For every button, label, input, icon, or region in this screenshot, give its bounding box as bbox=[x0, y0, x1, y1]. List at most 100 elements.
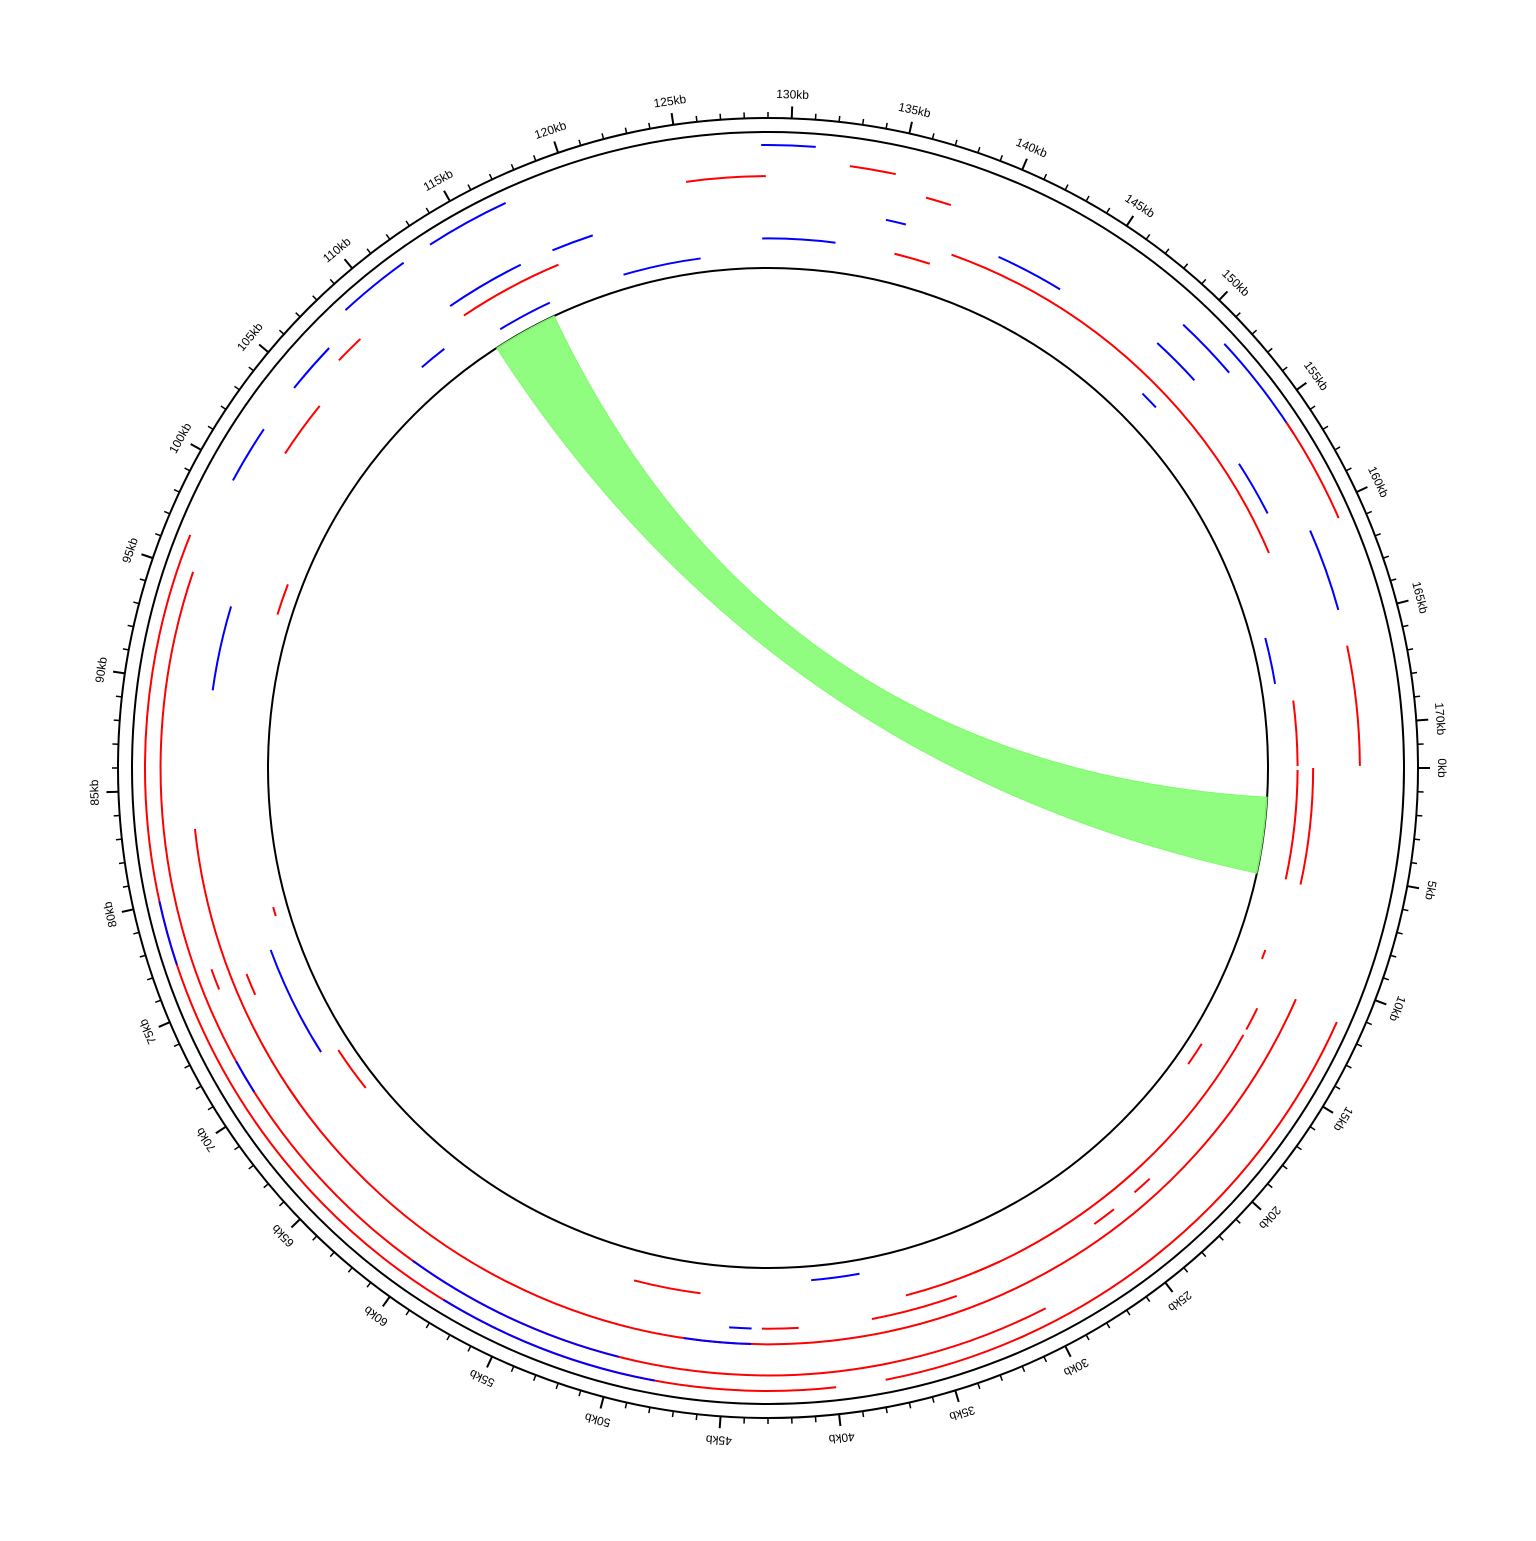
tick-label: 95kb bbox=[119, 536, 141, 565]
feature-arc bbox=[159, 901, 177, 965]
tick-label: 40kb bbox=[828, 1430, 856, 1447]
feature-arc bbox=[236, 1061, 254, 1092]
minor-tick bbox=[1346, 468, 1351, 471]
minor-tick bbox=[1044, 1357, 1047, 1362]
feature-arc bbox=[1262, 950, 1265, 959]
minor-tick bbox=[1268, 348, 1273, 352]
minor-tick bbox=[426, 208, 429, 213]
axis-circle bbox=[132, 132, 1404, 1404]
major-tick bbox=[1252, 1202, 1261, 1210]
major-tick bbox=[1323, 1107, 1333, 1113]
minor-tick bbox=[1065, 185, 1068, 190]
minor-tick bbox=[1086, 1335, 1089, 1340]
minor-tick bbox=[1323, 426, 1328, 429]
tick-label: 100kb bbox=[166, 420, 194, 456]
minor-tick bbox=[1414, 839, 1420, 840]
tick-label: 165kb bbox=[1409, 580, 1431, 615]
minor-tick bbox=[602, 133, 604, 139]
minor-tick bbox=[1375, 534, 1381, 536]
tick-label: 30kb bbox=[1061, 1355, 1091, 1379]
tick-label: 115kb bbox=[421, 166, 456, 194]
tick-label: 5kb bbox=[1422, 880, 1439, 902]
feature-arc bbox=[161, 572, 1046, 1376]
major-tick bbox=[383, 1297, 390, 1307]
minor-tick bbox=[426, 1323, 429, 1328]
tick-label: 160kb bbox=[1365, 464, 1392, 500]
minor-tick bbox=[123, 886, 129, 887]
minor-tick bbox=[147, 978, 153, 980]
tick-label: 90kb bbox=[92, 656, 110, 684]
minor-tick bbox=[1086, 196, 1089, 201]
tick-label: 155kb bbox=[1301, 358, 1332, 393]
major-tick bbox=[216, 1127, 226, 1134]
minor-tick bbox=[367, 1282, 371, 1287]
minor-tick bbox=[579, 1390, 581, 1396]
minor-tick bbox=[174, 1044, 179, 1047]
minor-tick bbox=[208, 1107, 213, 1110]
feature-arc bbox=[233, 429, 264, 480]
minor-tick bbox=[208, 426, 213, 429]
minor-tick bbox=[185, 1065, 190, 1068]
minor-tick bbox=[128, 625, 134, 626]
minor-tick bbox=[1107, 1323, 1110, 1328]
feature-arc bbox=[894, 254, 929, 264]
feature-arc bbox=[872, 1296, 957, 1319]
major-tick bbox=[955, 1390, 958, 1401]
minor-tick bbox=[863, 1411, 864, 1417]
minor-tick bbox=[1335, 447, 1340, 450]
minor-tick bbox=[534, 155, 536, 161]
minor-tick bbox=[1310, 1127, 1315, 1130]
minor-tick bbox=[1402, 625, 1408, 626]
major-tick bbox=[1407, 886, 1419, 888]
major-tick bbox=[909, 122, 912, 134]
feature-arc bbox=[1094, 1209, 1114, 1224]
major-tick bbox=[1297, 383, 1307, 390]
minor-tick bbox=[1366, 511, 1372, 513]
feature-arc bbox=[430, 203, 506, 245]
major-tick bbox=[720, 1416, 721, 1428]
feature-arc bbox=[762, 238, 835, 242]
minor-tick bbox=[116, 696, 122, 697]
minor-tick bbox=[1383, 556, 1389, 558]
major-tick bbox=[159, 1022, 170, 1027]
major-tick bbox=[487, 1357, 492, 1368]
feature-arc bbox=[1142, 394, 1155, 408]
minor-tick bbox=[490, 174, 493, 179]
minor-tick bbox=[556, 1383, 558, 1389]
major-tick bbox=[1127, 216, 1134, 226]
minor-tick bbox=[1357, 1044, 1362, 1047]
minor-tick bbox=[249, 1165, 254, 1169]
minor-tick bbox=[863, 119, 864, 125]
minor-tick bbox=[279, 1202, 283, 1206]
feature-arc bbox=[761, 145, 816, 147]
major-tick bbox=[444, 191, 450, 201]
feature-arc bbox=[552, 235, 592, 250]
minor-tick bbox=[696, 1414, 697, 1420]
link-ribbon bbox=[497, 316, 1267, 873]
minor-tick bbox=[406, 221, 409, 226]
feature-arc bbox=[1246, 1008, 1257, 1029]
feature-arc bbox=[811, 1274, 859, 1280]
minor-tick bbox=[1282, 1165, 1287, 1169]
minor-tick bbox=[955, 140, 957, 146]
tick-label: 135kb bbox=[897, 100, 932, 121]
minor-tick bbox=[468, 1346, 471, 1351]
tick-label: 110kb bbox=[320, 234, 354, 265]
minor-tick bbox=[221, 406, 226, 409]
major-tick bbox=[259, 345, 268, 353]
major-tick bbox=[122, 909, 134, 912]
tick-label: 0kb bbox=[1435, 758, 1449, 778]
minor-tick bbox=[886, 123, 887, 129]
minor-tick bbox=[1390, 579, 1396, 581]
minor-tick bbox=[1268, 1184, 1273, 1188]
minor-tick bbox=[696, 116, 697, 122]
minor-tick bbox=[116, 839, 122, 840]
feature-arc bbox=[686, 176, 766, 182]
major-tick bbox=[1357, 487, 1368, 492]
minor-tick bbox=[279, 330, 283, 334]
minor-tick bbox=[534, 1375, 536, 1381]
minor-tick bbox=[1236, 313, 1240, 317]
minor-tick bbox=[313, 296, 317, 300]
minor-tick bbox=[1219, 1236, 1223, 1240]
